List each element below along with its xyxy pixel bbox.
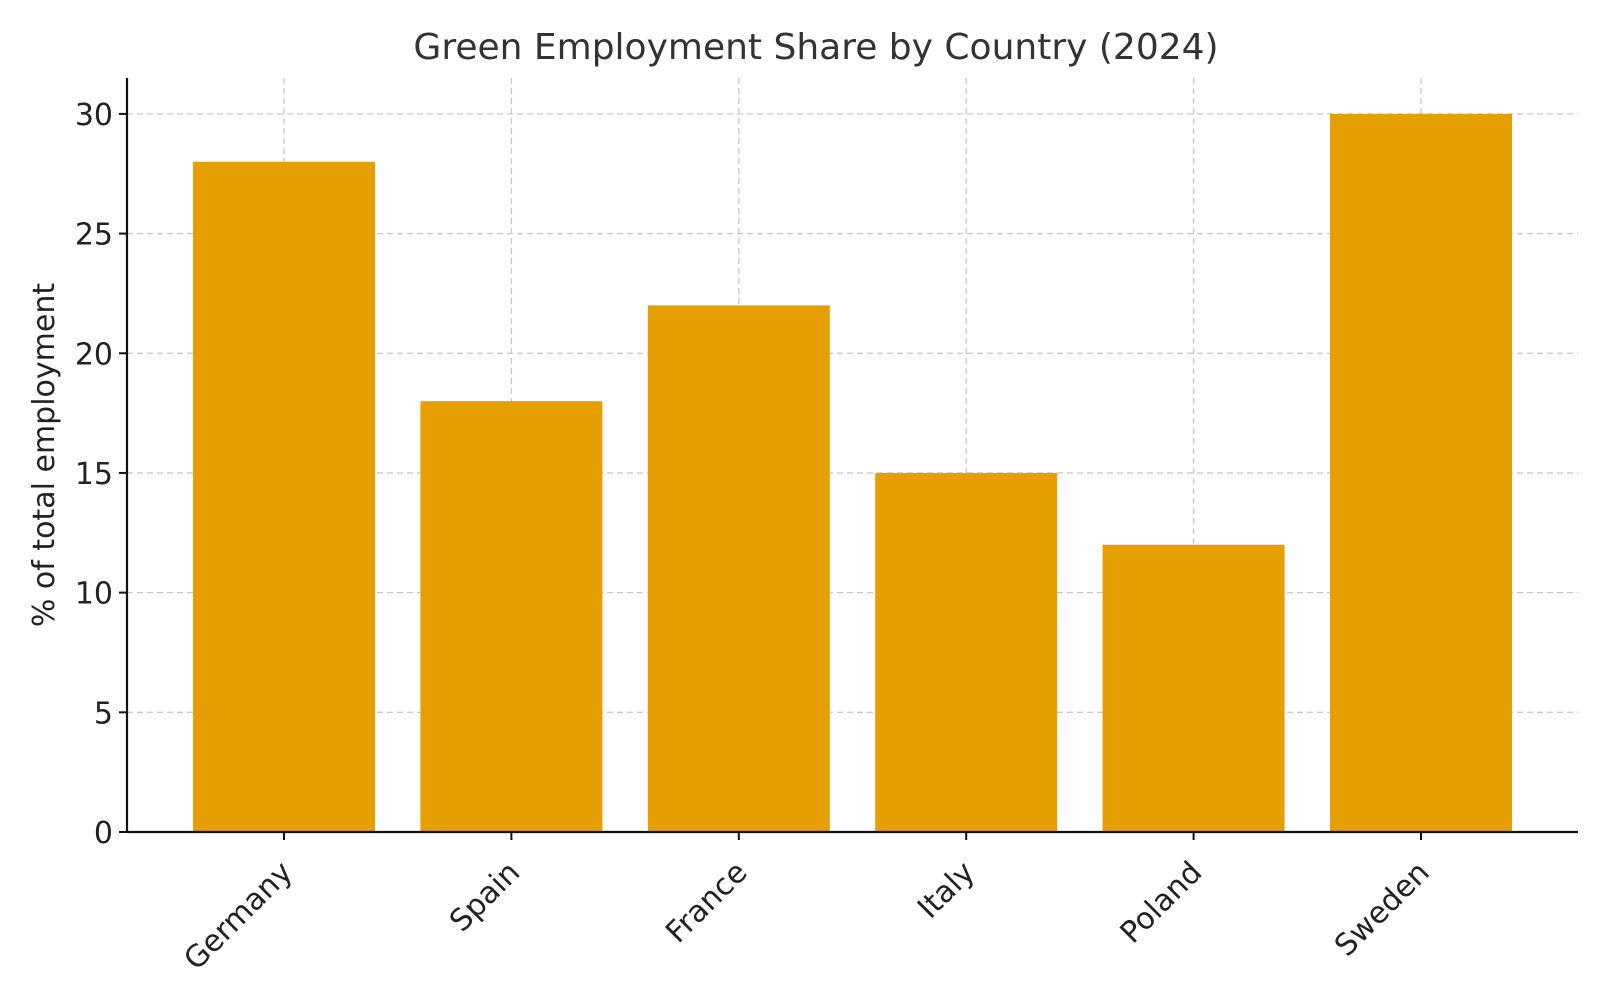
bar-italy — [875, 472, 1058, 832]
axes — [119, 78, 1578, 840]
x-tick-label-spain: Spain — [443, 855, 527, 939]
y-tick-label-15: 15 — [75, 457, 113, 492]
x-tick-label-sweden: Sweden — [1328, 855, 1437, 964]
bar-france — [647, 305, 830, 832]
bar-germany — [193, 161, 375, 832]
bar-spain — [420, 401, 603, 832]
y-tick-label-10: 10 — [75, 577, 113, 612]
x-tick-label-germany: Germany — [177, 855, 299, 977]
y-tick-label-20: 20 — [75, 337, 113, 372]
x-tick-label-italy: Italy — [911, 855, 982, 926]
bar-poland — [1102, 544, 1285, 832]
bars — [193, 113, 1512, 832]
x-tick-label-france: France — [659, 855, 754, 950]
y-tick-label-25: 25 — [75, 218, 113, 253]
chart-title: Green Employment Share by Country (2024) — [413, 27, 1218, 68]
y-tick-label-30: 30 — [75, 98, 113, 133]
bar-sweden — [1330, 113, 1512, 832]
y-tick-label-0: 0 — [94, 816, 113, 851]
x-tick-label-poland: Poland — [1114, 855, 1210, 951]
y-axis-label: % of total employment — [27, 283, 62, 627]
y-tick-label-5: 5 — [94, 696, 113, 731]
